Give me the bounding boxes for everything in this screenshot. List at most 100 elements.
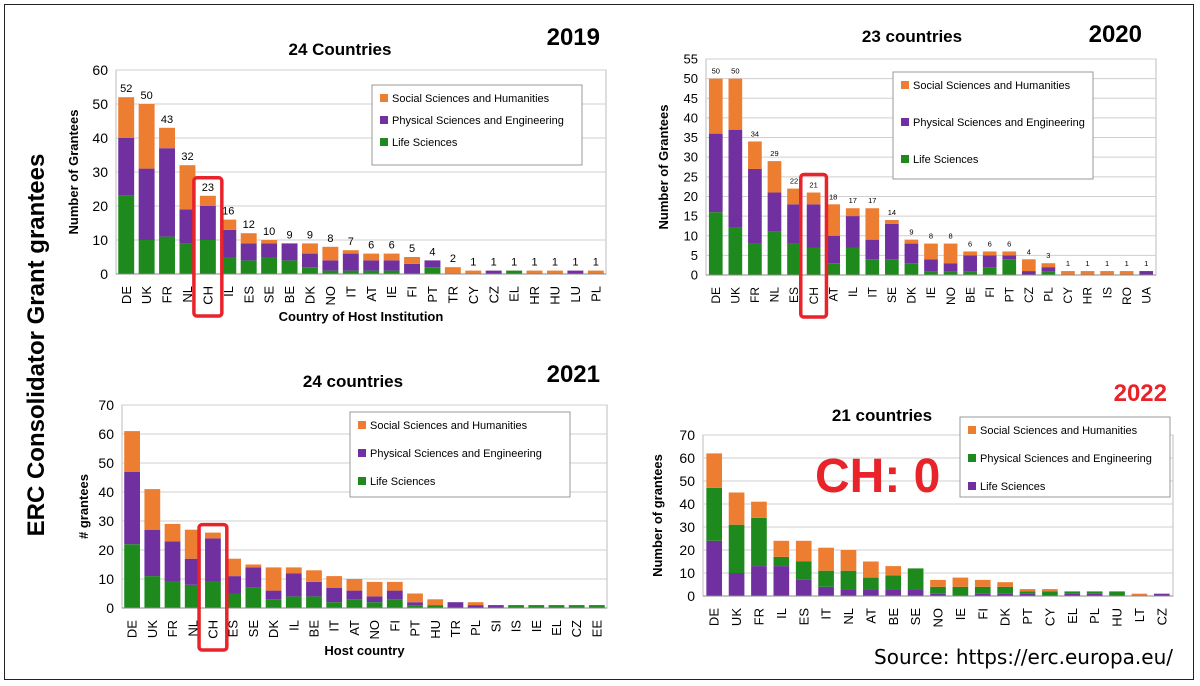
bar-segment bbox=[179, 165, 196, 210]
bar-segment bbox=[1041, 267, 1056, 272]
bar-segment bbox=[159, 127, 176, 149]
y-tick-label: 10 bbox=[684, 228, 698, 243]
bar-segment bbox=[404, 263, 421, 274]
x-tick-label: RO bbox=[1120, 287, 1134, 305]
bar-segment bbox=[240, 233, 257, 244]
x-tick-label: CY bbox=[466, 286, 481, 304]
bar-segment bbox=[787, 188, 801, 205]
x-tick-label: DE bbox=[707, 608, 722, 626]
x-tick-label: NO bbox=[931, 608, 946, 628]
bar-segment bbox=[982, 267, 997, 275]
legend-box bbox=[959, 416, 1171, 498]
bar-segment bbox=[159, 148, 176, 237]
bar-segment bbox=[124, 544, 140, 608]
x-tick-label: CZ bbox=[569, 620, 584, 637]
bar-segment bbox=[706, 453, 723, 488]
bar-segment bbox=[301, 253, 318, 268]
bar-segment bbox=[982, 255, 997, 268]
bar-segment bbox=[840, 550, 857, 571]
bar-segment bbox=[885, 220, 899, 224]
bar-segment bbox=[728, 227, 743, 275]
x-tick-label: AT bbox=[826, 286, 840, 301]
x-tick-label: EL bbox=[507, 286, 522, 302]
legend-label: Life Sciences bbox=[980, 481, 1046, 493]
total-label: 6 bbox=[988, 239, 992, 248]
x-tick-label: PT bbox=[408, 620, 423, 637]
bar-segment bbox=[164, 523, 181, 542]
bar-segment bbox=[728, 573, 745, 596]
total-label: 8 bbox=[929, 232, 933, 241]
x-tick-label: HU bbox=[1110, 608, 1125, 627]
total-label: 5 bbox=[409, 243, 415, 255]
y-tick-label: 40 bbox=[92, 130, 108, 146]
y-tick-label: 55 bbox=[684, 52, 698, 67]
bar-segment bbox=[826, 263, 841, 275]
legend-label: Social Sciences and Humanities bbox=[370, 420, 528, 432]
y-tick-label: 40 bbox=[679, 496, 695, 512]
bar-segment bbox=[164, 541, 181, 582]
bar-segment bbox=[1119, 271, 1134, 275]
x-tick-label: FR bbox=[748, 287, 762, 303]
x-tick-label: HU bbox=[428, 620, 443, 639]
y-tick-label: 30 bbox=[92, 164, 108, 180]
x-tick-label: DK bbox=[905, 287, 919, 304]
x-tick-label: IL bbox=[286, 620, 301, 631]
total-label: 1 bbox=[1085, 259, 1089, 268]
bar-segment bbox=[708, 78, 723, 134]
bar-segment bbox=[487, 605, 504, 608]
x-tick-label: DE bbox=[125, 620, 140, 638]
bar-segment bbox=[346, 590, 363, 600]
legend-swatch bbox=[380, 94, 388, 102]
legend-box bbox=[371, 84, 583, 166]
bar-segment bbox=[363, 260, 380, 271]
bar-segment bbox=[261, 240, 278, 244]
ch-highlight-box bbox=[799, 172, 829, 319]
y-tick-label: 10 bbox=[98, 571, 114, 587]
x-tick-label: PT bbox=[1020, 608, 1035, 625]
bar-segment bbox=[205, 538, 221, 582]
bar-segment bbox=[526, 270, 543, 274]
bar-segment bbox=[1086, 593, 1103, 596]
x-tick-label: NO bbox=[367, 620, 382, 640]
bar-segment bbox=[751, 566, 767, 596]
total-label: 50 bbox=[712, 67, 720, 76]
chart-2020: 0 5 10 15 20 25 30 35 40 45 50 55 50 DE 50 UK 34 FR 29 NL 22… bbox=[650, 15, 1170, 327]
bar-segment bbox=[383, 270, 400, 274]
bar-segment bbox=[904, 239, 919, 244]
bar-segment bbox=[1100, 271, 1114, 275]
bar-segment bbox=[326, 587, 343, 603]
bar-segment bbox=[706, 540, 723, 596]
source-note: Source: https://erc.europa.eu/ bbox=[874, 645, 1173, 669]
y-tick-label: 0 bbox=[106, 600, 114, 616]
total-label: 22 bbox=[790, 177, 798, 186]
x-tick-label: CH bbox=[807, 287, 821, 304]
bar-segment bbox=[424, 267, 441, 274]
bar-segment bbox=[306, 570, 322, 582]
legend-swatch bbox=[358, 421, 366, 429]
legend-label: Life Sciences bbox=[370, 476, 436, 488]
y-tick-label: 60 bbox=[98, 426, 114, 442]
x-tick-label: PT bbox=[425, 286, 440, 303]
y-axis-label: Number of Grantees bbox=[656, 105, 671, 230]
total-label: 14 bbox=[888, 208, 896, 217]
bar-segment bbox=[467, 605, 484, 608]
bar-segment bbox=[787, 243, 801, 275]
chart-year: 2020 bbox=[1089, 21, 1142, 48]
x-tick-label: AT bbox=[364, 286, 379, 302]
bar-segment bbox=[773, 556, 790, 567]
total-label: 9 bbox=[909, 228, 913, 237]
bar-segment bbox=[199, 195, 216, 206]
bar-segment bbox=[386, 581, 403, 591]
bar-segment bbox=[1042, 589, 1058, 592]
bar-segment bbox=[930, 593, 946, 596]
chart-2022-svg: 0 10 20 30 40 50 60 70 DE UK FR IL ES IT NL AT BE SE NO IE F… bbox=[650, 380, 1174, 628]
total-label: 6 bbox=[389, 240, 395, 252]
x-tick-label: EE bbox=[589, 620, 604, 638]
total-label: 6 bbox=[368, 240, 374, 252]
bar-segment bbox=[164, 581, 181, 608]
bar-segment bbox=[427, 605, 444, 608]
total-label: 6 bbox=[968, 239, 972, 248]
x-tick-label: IL bbox=[846, 287, 860, 297]
x-tick-label: FI bbox=[387, 620, 402, 632]
bar-segment bbox=[386, 590, 403, 600]
